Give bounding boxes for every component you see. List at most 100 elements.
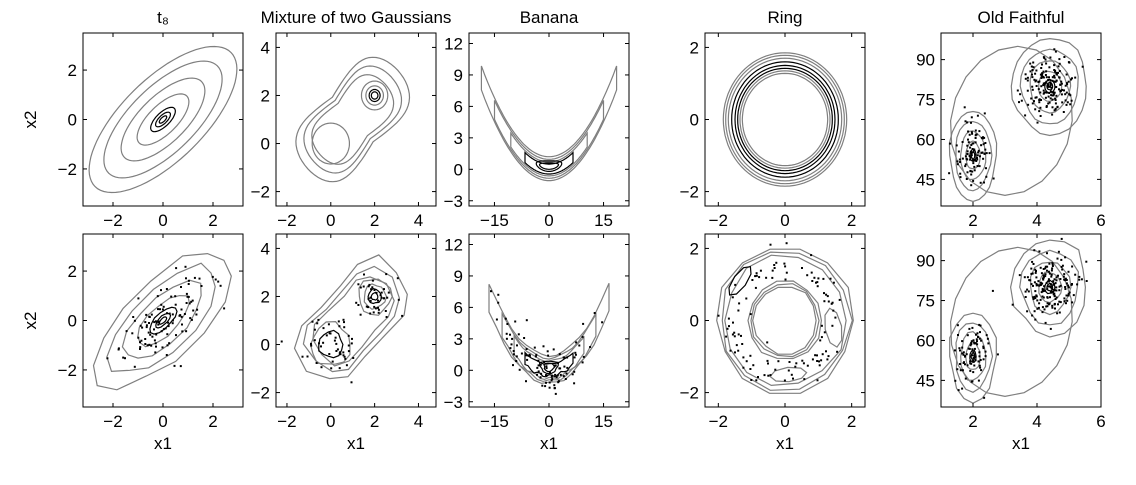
sample-point (315, 362, 318, 364)
sample-point (131, 332, 134, 335)
sample-point (1054, 108, 1057, 111)
sample-point (563, 365, 566, 368)
sample-point (1047, 95, 1050, 98)
sample-point (512, 350, 515, 352)
sample-point (749, 354, 752, 357)
sample-point (1047, 85, 1049, 88)
sample-point (1031, 85, 1034, 88)
sample-point (554, 373, 557, 376)
sample-point (1053, 295, 1056, 298)
sample-point (565, 372, 568, 375)
sample-point (749, 313, 752, 316)
y-tick-label: 90 (916, 252, 935, 271)
sample-point (826, 358, 829, 361)
sample-point (1031, 76, 1034, 79)
sample-point (1031, 73, 1033, 76)
density-contour (155, 111, 171, 128)
sample-point (1060, 93, 1063, 96)
sample-point (996, 353, 999, 356)
density-contour (739, 70, 831, 169)
sample-point (196, 308, 199, 311)
sample-point (1034, 290, 1037, 293)
sample-point (956, 160, 959, 163)
sample-point (961, 340, 964, 343)
sample-point (825, 293, 828, 296)
sample-point (325, 334, 328, 337)
sample-point (982, 157, 985, 160)
sample-point (1024, 73, 1027, 76)
sample-point (155, 345, 157, 348)
sample-point (979, 155, 981, 158)
sample-point (977, 336, 979, 338)
sample-point (1051, 263, 1054, 266)
sample-point (1064, 286, 1067, 288)
sample-point (1043, 289, 1046, 292)
sample-point (725, 335, 728, 338)
y-tick-label: 90 (916, 51, 935, 70)
sample-point (816, 379, 819, 382)
sample-point (144, 338, 147, 340)
sample-point (734, 283, 737, 286)
sample-point (548, 381, 551, 384)
sample-point (1042, 290, 1045, 293)
density-contour (1029, 261, 1072, 316)
sample-point (1030, 283, 1033, 286)
sample-point (1024, 290, 1027, 293)
sample-point (785, 271, 788, 274)
sample-point (979, 366, 982, 369)
sample-point (976, 165, 979, 167)
sample-point (949, 142, 951, 145)
density-contour (724, 254, 847, 387)
sample-point (162, 328, 165, 331)
sample-point (1034, 318, 1037, 321)
sample-point (553, 387, 556, 390)
sample-point (974, 342, 977, 345)
sample-point (1045, 305, 1048, 308)
sample-point (554, 392, 557, 395)
sample-point (1049, 82, 1052, 85)
sample-point (545, 374, 547, 377)
x-tick-label: −2 (277, 211, 296, 230)
sample-point (1029, 70, 1032, 73)
plot-frame (275, 32, 437, 207)
sample-point (539, 363, 542, 366)
density-contour (136, 93, 190, 146)
sample-point (1042, 92, 1045, 95)
density-contour (538, 360, 560, 375)
sample-point (159, 308, 161, 311)
sample-point (811, 358, 814, 361)
sample-point (811, 280, 814, 282)
sample-point (983, 136, 986, 139)
sample-point (976, 343, 979, 346)
sample-point (550, 375, 553, 378)
sample-point (1034, 72, 1037, 75)
density-contour (358, 278, 393, 316)
sample-point (573, 356, 576, 359)
sample-point (985, 175, 988, 178)
sample-point (969, 156, 972, 159)
density-contour (92, 252, 232, 391)
sample-point (1061, 101, 1064, 104)
sample-point (165, 354, 168, 356)
sample-point (549, 371, 551, 374)
y-tick-label: 75 (916, 91, 935, 110)
density-contour (121, 279, 202, 359)
sample-point (140, 339, 143, 342)
density-contour (480, 65, 618, 182)
sample-point (1054, 97, 1057, 100)
sample-point (1024, 114, 1027, 117)
sample-point (523, 337, 526, 339)
sample-point (545, 381, 547, 384)
sample-point (166, 312, 168, 315)
sample-point (1048, 66, 1051, 69)
sample-point (157, 308, 159, 311)
x-tick-label: 6 (1096, 412, 1105, 431)
density-contour (535, 160, 563, 172)
sample-point (976, 340, 978, 343)
y-tick-label: 3 (454, 330, 463, 349)
sample-point (149, 333, 152, 336)
sample-point (731, 333, 734, 336)
sample-point (1057, 71, 1059, 74)
sample-point (537, 359, 540, 362)
sample-point (401, 314, 404, 317)
